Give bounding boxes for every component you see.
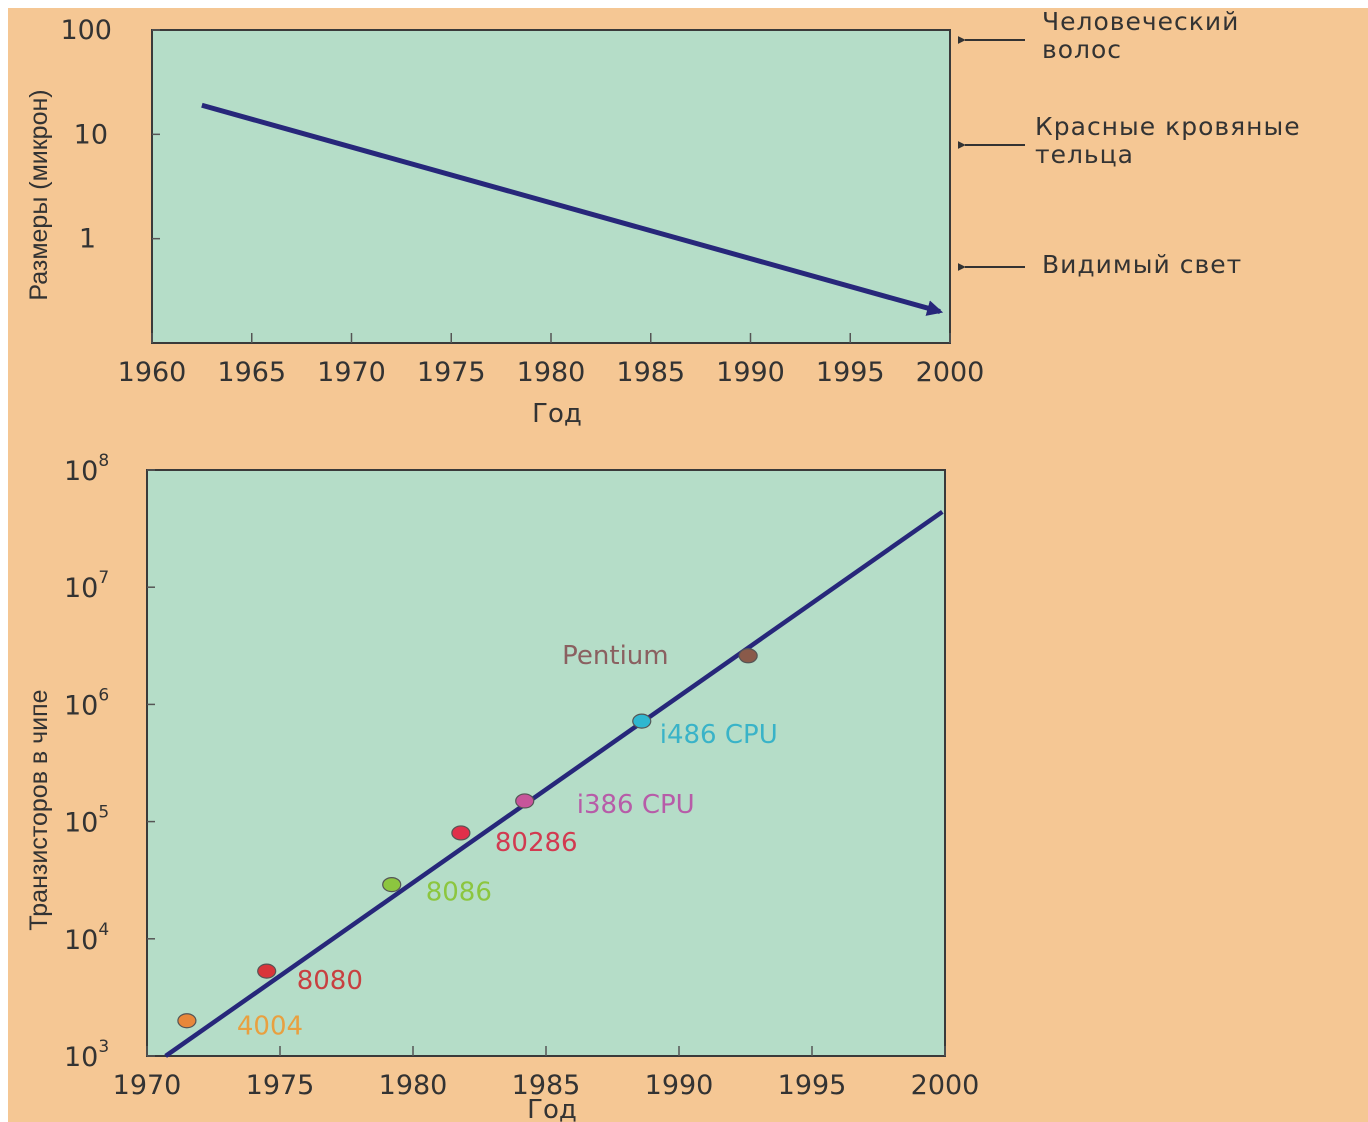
plot-area-2: [146, 469, 946, 1057]
data-point: [632, 713, 652, 729]
x-tick-label: 1985: [616, 357, 685, 388]
y-axis-title: Размеры (микрон): [25, 89, 53, 300]
y-tick-label: 10: [74, 119, 108, 150]
reference-label: Красные кровяные: [1035, 112, 1301, 141]
plot-area-1: [151, 29, 951, 344]
y-tick-label: 1: [79, 224, 96, 255]
figure: 1960 1965 1970 1975 1980 1985 1990 1995 2000 100 1…: [8, 8, 1368, 1122]
y-tick-label: 104: [64, 920, 109, 956]
reference-label: Человеческий: [1042, 8, 1239, 36]
x-tick-label: 1985: [512, 1070, 581, 1101]
x-tick-label: 1980: [379, 1070, 448, 1101]
x-tick-label: 1965: [217, 357, 286, 388]
point-label: 8080: [297, 966, 363, 996]
transistor-chart: 1970 1975 1980 1985 1990 1995 2000 108 107 106 105…: [25, 451, 979, 1122]
reference-label: Видимый свет: [1042, 250, 1242, 279]
x-axis-title: Год: [532, 399, 582, 429]
y-tick-label: 106: [64, 685, 109, 721]
y-tick-label: 107: [64, 568, 109, 604]
x-tick-label: 1990: [716, 357, 785, 388]
point-label: 8086: [426, 878, 492, 908]
data-point: [382, 877, 402, 893]
point-label: i386 CPU: [577, 790, 695, 820]
charts-svg: 1960 1965 1970 1975 1980 1985 1990 1995 2000 100 1…: [25, 8, 1301, 1122]
x-tick-label: 1975: [246, 1070, 315, 1101]
x-tick-label: 1980: [517, 357, 586, 388]
y-tick-label: 105: [64, 803, 109, 839]
data-point: [515, 793, 535, 809]
reference-label: тельца: [1035, 140, 1134, 169]
x-tick-label: 1970: [113, 1070, 182, 1101]
data-point: [177, 1013, 197, 1029]
y-tick-label: 108: [64, 451, 109, 487]
y-tick-label: 103: [64, 1037, 109, 1073]
x-axis-title: Год: [527, 1095, 577, 1122]
point-label: Pentium: [562, 641, 668, 671]
point-label: 80286: [495, 828, 578, 858]
data-point: [257, 963, 277, 979]
x-tick-label: 1970: [317, 357, 386, 388]
y-tick-label: 100: [60, 15, 112, 46]
y-axis-title: Транзисторов в чипе: [25, 689, 53, 930]
x-tick-label: 1990: [645, 1070, 714, 1101]
point-label: 4004: [237, 1012, 303, 1042]
x-tick-label: 1975: [417, 357, 486, 388]
trend-arrow: [201, 102, 944, 316]
x-tick-label: 1960: [118, 357, 187, 388]
reference-label: волос: [1042, 35, 1122, 64]
x-tick-label: 1995: [778, 1070, 847, 1101]
x-tick-label: 2000: [911, 1070, 980, 1101]
data-point: [451, 825, 471, 841]
x-tick-label: 2000: [916, 357, 985, 388]
x-tick-label: 1995: [816, 357, 885, 388]
data-point: [738, 648, 758, 664]
trend-line: [164, 509, 944, 1058]
size-chart: 1960 1965 1970 1975 1980 1985 1990 1995 2000 100 1…: [25, 8, 1301, 429]
point-label: i486 CPU: [660, 720, 778, 750]
